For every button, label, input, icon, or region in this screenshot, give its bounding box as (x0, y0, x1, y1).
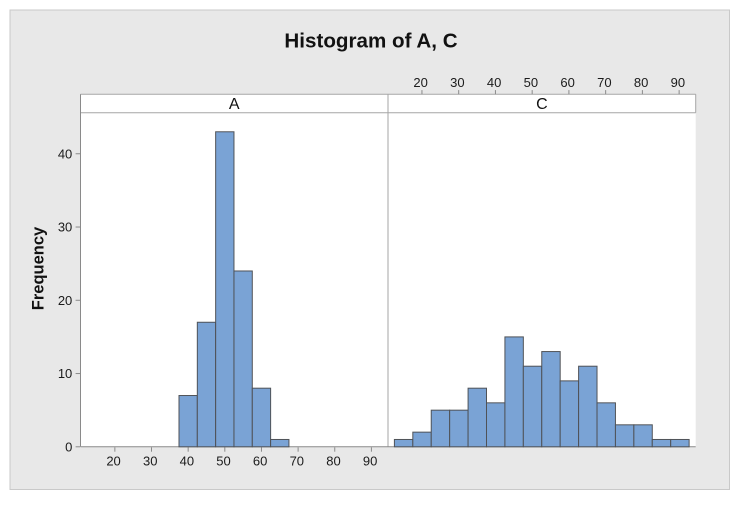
svg-text:70: 70 (597, 75, 611, 90)
svg-text:50: 50 (524, 75, 538, 90)
svg-text:20: 20 (58, 293, 72, 308)
svg-text:50: 50 (216, 453, 230, 468)
svg-text:80: 80 (634, 75, 648, 90)
svg-text:70: 70 (290, 453, 304, 468)
svg-text:20: 20 (106, 453, 120, 468)
svg-text:60: 60 (560, 75, 574, 90)
svg-text:0: 0 (65, 439, 72, 454)
svg-text:30: 30 (450, 75, 464, 90)
svg-text:40: 40 (180, 453, 194, 468)
svg-text:A: A (229, 96, 240, 113)
svg-text:60: 60 (253, 453, 267, 468)
svg-text:Histogram of A, C: Histogram of A, C (284, 30, 457, 53)
svg-text:30: 30 (58, 220, 72, 235)
svg-text:10: 10 (58, 366, 72, 381)
svg-text:C: C (536, 96, 548, 113)
svg-text:30: 30 (143, 453, 157, 468)
svg-text:20: 20 (413, 75, 427, 90)
svg-text:40: 40 (487, 75, 501, 90)
svg-text:90: 90 (671, 75, 685, 90)
svg-text:90: 90 (363, 453, 377, 468)
svg-text:80: 80 (326, 453, 340, 468)
svg-text:40: 40 (58, 146, 72, 161)
svg-text:Frequency: Frequency (29, 226, 47, 310)
